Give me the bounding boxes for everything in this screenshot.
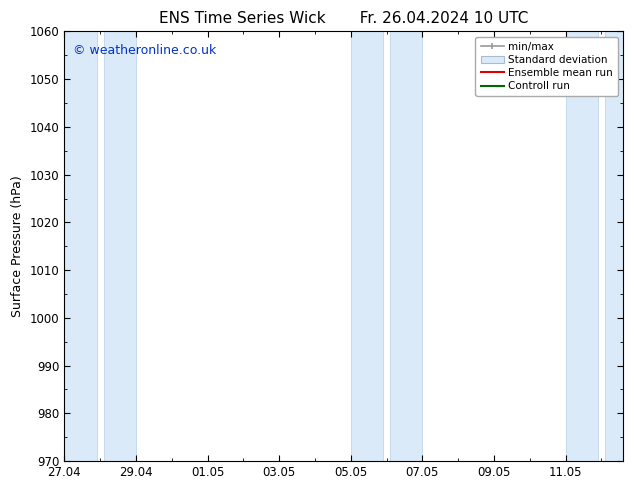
- Title: ENS Time Series Wick       Fr. 26.04.2024 10 UTC: ENS Time Series Wick Fr. 26.04.2024 10 U…: [159, 11, 528, 26]
- Bar: [390, 31, 422, 461]
- Bar: [605, 31, 623, 461]
- Legend: min/max, Standard deviation, Ensemble mean run, Controll run: min/max, Standard deviation, Ensemble me…: [476, 37, 618, 97]
- Text: © weatheronline.co.uk: © weatheronline.co.uk: [73, 44, 216, 57]
- Bar: [104, 31, 136, 461]
- Y-axis label: Surface Pressure (hPa): Surface Pressure (hPa): [11, 175, 24, 317]
- Bar: [351, 31, 383, 461]
- Bar: [64, 31, 96, 461]
- Bar: [566, 31, 598, 461]
